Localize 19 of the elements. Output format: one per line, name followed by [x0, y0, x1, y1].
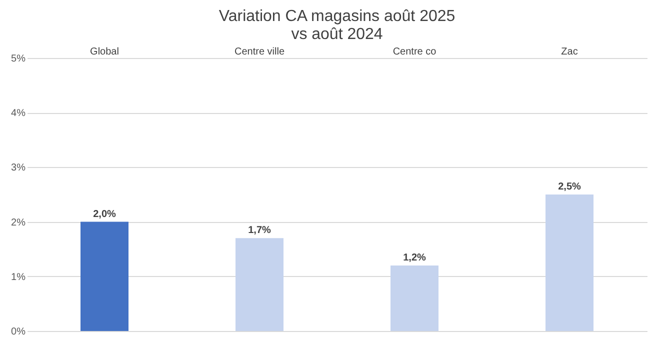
- data-label: 1,2%: [403, 252, 426, 264]
- bar: [390, 265, 438, 331]
- data-label: 2,0%: [93, 208, 116, 220]
- data-label: 1,7%: [248, 225, 272, 236]
- y-tick-label: 5%: [11, 54, 26, 64]
- data-label: 2,5%: [558, 182, 582, 192]
- bar: [546, 194, 594, 331]
- y-tick-label: 3%: [11, 162, 26, 174]
- y-tick-label: 1%: [11, 272, 26, 283]
- bar: [236, 238, 284, 331]
- x-tick-label: Centre co: [392, 46, 437, 58]
- y-tick-label: 2%: [11, 217, 26, 228]
- chart-title: Variation CA magasins août 2025 vs août 2024: [218, 8, 456, 43]
- y-tick-label: 4%: [11, 108, 26, 120]
- x-tick-label: Centre ville: [234, 46, 285, 58]
- y-tick-label: 0%: [11, 326, 26, 338]
- bar: [80, 222, 128, 331]
- x-tick-label: Global: [90, 46, 119, 58]
- x-tick-label: Zac: [561, 46, 578, 58]
